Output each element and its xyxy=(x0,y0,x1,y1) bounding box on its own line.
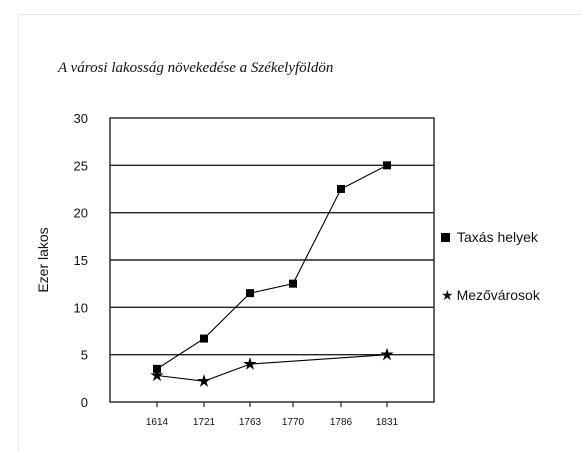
data-point-star xyxy=(150,368,163,381)
data-point-square xyxy=(200,335,208,343)
data-point-square xyxy=(337,185,345,193)
x-tick-label: 1770 xyxy=(282,417,305,428)
y-tick-label: 15 xyxy=(74,253,88,268)
x-tick-label: 1786 xyxy=(330,417,353,428)
legend-label-mezovarosok: Mezővárosok xyxy=(457,287,540,303)
x-tick-label: 1831 xyxy=(376,417,399,428)
data-point-square xyxy=(246,289,254,297)
y-tick-label: 5 xyxy=(81,348,88,363)
data-point-square xyxy=(289,280,297,288)
legend-star-marker: ★ xyxy=(441,288,454,302)
series-line-mezovarosok xyxy=(157,355,387,382)
data-point-square xyxy=(383,161,391,169)
y-tick-label: 20 xyxy=(74,206,88,221)
x-tick-label: 1614 xyxy=(146,417,169,428)
y-tick-label: 0 xyxy=(81,395,88,410)
series-line-taxas-helyek xyxy=(157,165,387,369)
x-tick-label: 1763 xyxy=(239,417,262,428)
legend-label-taxas-helyek: Taxás helyek xyxy=(457,229,538,245)
legend-square-marker xyxy=(441,233,450,242)
x-tick-label: 1721 xyxy=(193,417,216,428)
y-axis-label: Ezer lakos xyxy=(35,227,51,292)
y-tick-label: 25 xyxy=(74,158,88,173)
y-tick-label: 10 xyxy=(74,300,88,315)
y-tick-label: 30 xyxy=(74,111,88,126)
legend-item-mezovarosok: ★ Mezővárosok xyxy=(441,287,540,303)
legend-item-taxas-helyek: Taxás helyek xyxy=(441,229,538,245)
